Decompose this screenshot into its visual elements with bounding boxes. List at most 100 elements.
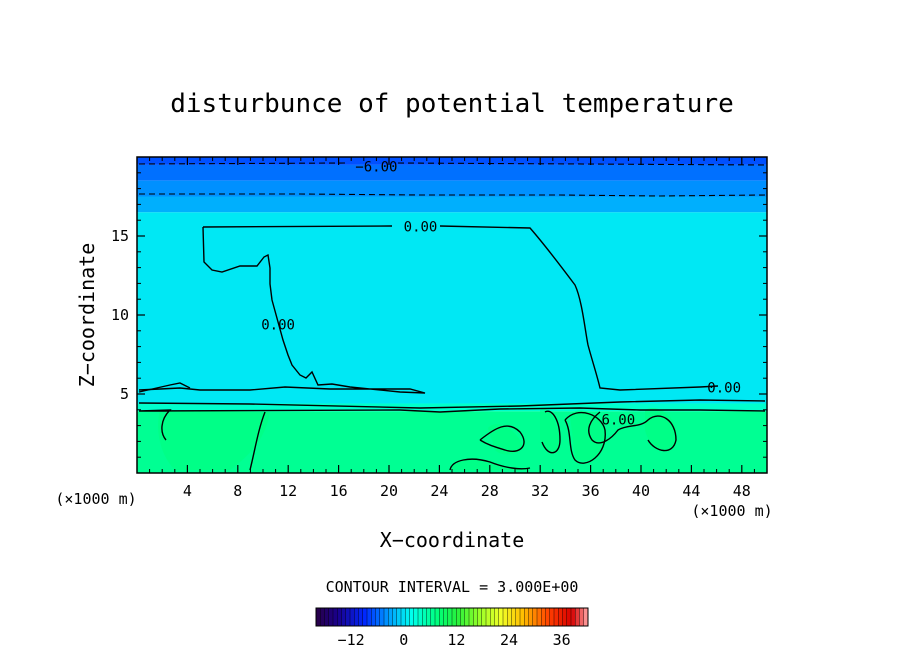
colorbar-cell [345,608,351,626]
colorbar-cell [350,608,355,626]
colorbar-cell [430,608,436,626]
colorbar-cell [375,608,381,626]
colorbar-cell [379,608,385,626]
colorbar-cell [486,608,491,626]
colorbar-cell [562,608,568,626]
colorbar [315,607,589,627]
colorbar-frame [315,607,589,627]
colorbar-cell [396,608,402,626]
colorbar-cell [541,608,546,626]
x-axis-unit: (×1000 m) [691,502,772,520]
field-band [137,212,767,404]
field-perturbation [645,408,677,450]
colorbar-cell [520,608,525,626]
x-tick-label: 48 [733,482,751,500]
field-perturbation [570,410,606,462]
contour-line-pos6 [138,407,766,471]
colorbar-cell [362,608,368,626]
colorbar-cell [320,608,325,626]
x-tick-label: 12 [279,482,297,500]
colorbar-cell [481,608,487,626]
contour-line-zero-plume [202,225,719,391]
colorbar-cell [545,608,551,626]
contour-label: 6.00 [601,412,635,428]
contour-line-pos6-core [449,425,531,471]
contour-line-zero-edge [138,382,191,393]
contour-label: 0.00 [404,220,438,236]
colorbar-cell [490,608,495,626]
field-band [137,164,767,181]
colorbar-cell [566,608,572,626]
y-tick-label: 10 [111,306,129,324]
contour-line-pos6-cells [541,410,606,464]
x-tick-label: 4 [183,482,192,500]
colorbar-cell [328,608,334,626]
colorbar-cell [494,608,500,626]
colorbar-cell [447,608,453,626]
contour-labels: −6.00 0.00 0.00 0.00 6.00 [261,159,741,428]
contour-line-pos6-blob [588,411,677,452]
contour-line-pos3 [138,399,766,409]
x-tick-label: 28 [481,482,499,500]
colorbar-cell [401,608,406,626]
chart-title: disturbunce of potential temperature [170,89,734,119]
contour-label: 0.00 [261,317,295,333]
x-axis-label: X−coordinate [380,528,525,552]
y-axis-unit: (×1000 m) [55,490,136,508]
field-perturbation [158,410,270,470]
colorbar-cell [532,608,538,626]
colorbar-ticks: −12 0 12 24 36 [338,631,571,649]
x-tick-label: 44 [682,482,700,500]
colorbar-tick-label: 0 [399,631,408,649]
contour-line-zero-left [138,226,426,394]
contour-line-neg3 [139,193,766,197]
colorbar-cell [418,608,423,626]
colorbar-cell [337,608,342,626]
colorbar-cell [443,608,449,626]
colorbar-cell [579,608,585,626]
contour-line-neg6 [138,162,766,166]
contour-label: 0.00 [707,381,741,397]
x-tick-label: 24 [430,482,448,500]
x-tick-label: 20 [380,482,398,500]
colorbar-cell [435,608,440,626]
colorbar-cell [469,608,474,626]
field-band [137,196,767,213]
x-tick-label: 32 [531,482,549,500]
field-band [137,180,767,197]
colorbar-cell [558,608,563,626]
colorbar-tick-label: 36 [553,631,571,649]
colorbar-cell [456,608,461,626]
colorbar-cell [371,608,376,626]
colorbar-cell [503,608,508,626]
colorbar-cell [388,608,393,626]
colorbar-cell [498,608,504,626]
colorbar-tick-label: 12 [447,631,465,649]
x-tick-label: 40 [632,482,650,500]
y-axis-ticks: 5 10 15 [111,172,767,458]
colorbar-cell [354,608,359,626]
colorbar-cell [324,608,330,626]
colorbar-cell [554,608,559,626]
colorbar-cell [575,608,580,626]
y-tick-label: 15 [111,227,129,245]
colorbar-cell [507,608,512,626]
contour-interval-label: CONTOUR INTERVAL = 3.000E+00 [326,578,579,596]
colorbar-cell [524,608,529,626]
colorbar-cell [405,608,410,626]
colorbar-cell [515,608,521,626]
x-tick-label: 8 [233,482,242,500]
contour-lines [138,162,766,471]
colorbar-cell [333,608,338,626]
x-tick-label: 36 [582,482,600,500]
colorbar-cell [460,608,466,626]
contour-label: −6.00 [355,159,397,175]
colorbar-cell [511,608,517,626]
plot-area: −6.000.000.000.006.00 4 8 12 16 20 24 28 32 36 40… [111,156,768,500]
colorbar-cell [452,608,457,626]
colorbar-cell [316,608,321,626]
colorbar-tick-label: 24 [500,631,518,649]
y-axis-label: Z−coordinate [75,243,99,388]
field-perturbation [540,408,561,453]
